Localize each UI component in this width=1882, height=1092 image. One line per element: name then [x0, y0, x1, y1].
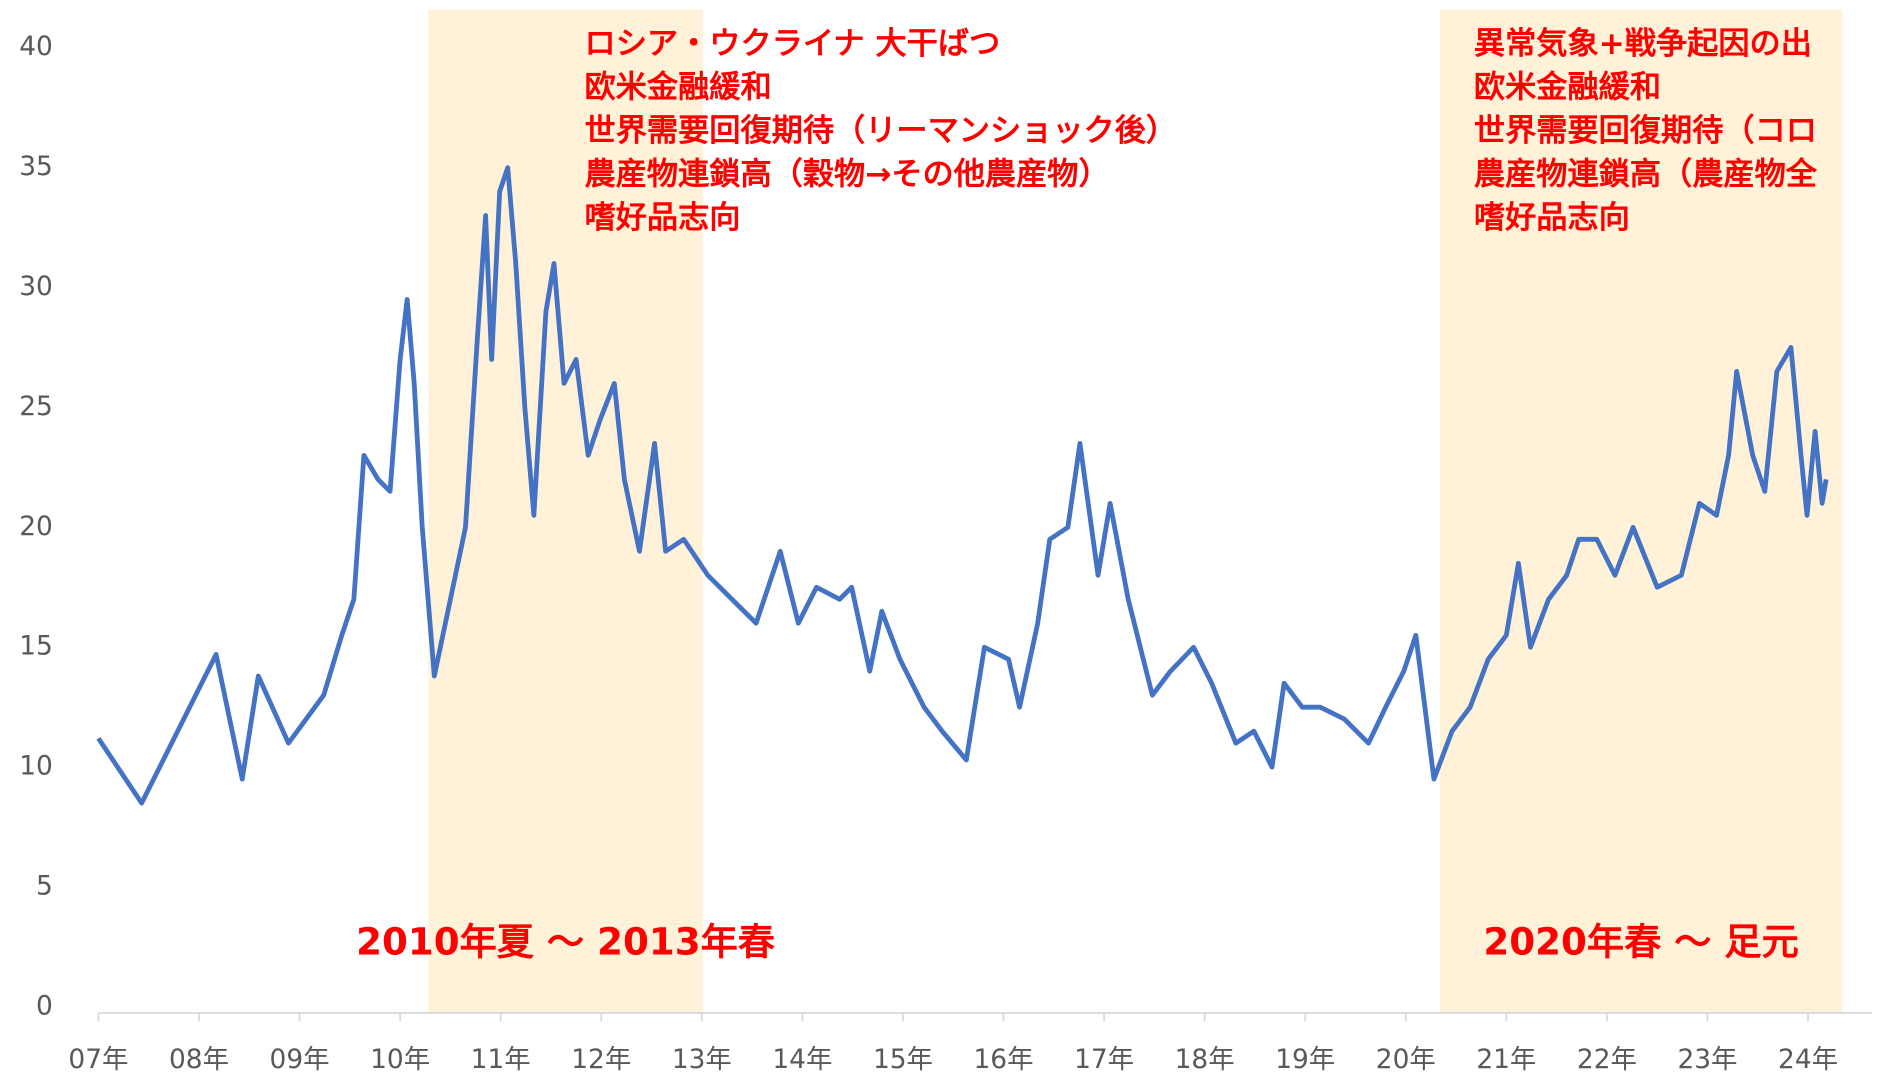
- x-tick-label: 15年: [873, 1045, 933, 1075]
- x-tick-label: 10年: [370, 1045, 430, 1075]
- x-tick-label: 08年: [169, 1045, 229, 1075]
- annotation: 農産物連鎖高（農産物全: [1474, 157, 1818, 193]
- annotation: 嗜好品志向: [1474, 200, 1630, 236]
- x-tick-label: 11年: [471, 1045, 531, 1075]
- y-tick-label: 35: [19, 152, 53, 182]
- annotation: 農産物連鎖高（穀物→その他農産物）: [585, 157, 1110, 193]
- x-tick-label: 09年: [270, 1045, 330, 1075]
- y-tick-label: 40: [19, 32, 53, 62]
- annotation: 異常気象+戦争起因の出: [1474, 26, 1812, 62]
- x-tick-label: 19年: [1275, 1045, 1335, 1075]
- y-tick-label: 20: [19, 512, 53, 542]
- y-tick-label: 0: [36, 992, 53, 1022]
- y-tick-label: 15: [19, 632, 53, 662]
- x-tick-label: 14年: [772, 1045, 832, 1075]
- x-tick-label: 16年: [974, 1045, 1034, 1075]
- period-band: [1439, 9, 1843, 1013]
- annotation: 欧米金融緩和: [1474, 70, 1661, 106]
- y-tick-label: 30: [19, 272, 53, 302]
- x-tick-label: 13年: [672, 1045, 732, 1075]
- annotation: 嗜好品志向: [585, 200, 741, 236]
- x-tick-label: 21年: [1476, 1045, 1536, 1075]
- band-label: 2020年春 ～ 足元: [1483, 920, 1798, 963]
- period-band: [428, 9, 703, 1013]
- y-tick-label: 10: [19, 752, 53, 782]
- x-tick-label: 22年: [1577, 1045, 1637, 1075]
- annotation: 欧米金融緩和: [585, 70, 772, 106]
- y-tick-label: 25: [19, 392, 53, 422]
- annotation: 世界需要回復期待（リーマンショック後）: [585, 113, 1178, 149]
- annotation: 世界需要回復期待（コロ: [1474, 113, 1817, 149]
- x-tick-label: 24年: [1778, 1045, 1838, 1075]
- x-tick-label: 07年: [68, 1045, 128, 1075]
- x-tick-label: 12年: [571, 1045, 631, 1075]
- x-tick-label: 17年: [1074, 1045, 1134, 1075]
- annotation: ロシア・ウクライナ 大干ばつ: [585, 26, 1001, 62]
- y-tick-label: 5: [36, 872, 53, 902]
- x-tick-label: 18年: [1175, 1045, 1235, 1075]
- data-line: [96, 165, 1829, 806]
- x-tick-label: 23年: [1677, 1045, 1737, 1075]
- band-label: 2010年夏 ～ 2013年春: [356, 920, 775, 963]
- x-tick-label: 20年: [1376, 1045, 1436, 1075]
